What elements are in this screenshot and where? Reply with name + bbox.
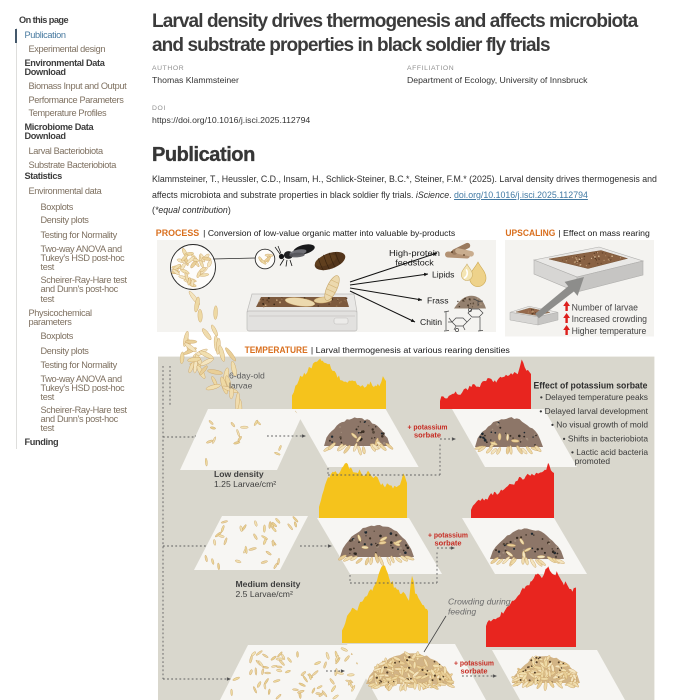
svg-text:Crowding during: Crowding during <box>448 597 511 607</box>
svg-text:1.25 Larvae/cm²: 1.25 Larvae/cm² <box>214 479 276 489</box>
svg-text:Higher temperature: Higher temperature <box>572 326 647 336</box>
svg-text:Lipids: Lipids <box>432 270 454 280</box>
svg-text:| Effect on mass rearing: | Effect on mass rearing <box>558 228 650 238</box>
svg-text:larvae: larvae <box>229 381 253 391</box>
svg-text:+ potassium: + potassium <box>428 531 468 540</box>
svg-text:• Shifts in bacteriobiota: • Shifts in bacteriobiota <box>563 434 649 444</box>
svg-text:Number of larvae: Number of larvae <box>572 302 638 312</box>
svg-text:+ potassium: + potassium <box>454 659 494 668</box>
svg-text:feeding: feeding <box>448 607 476 617</box>
svg-text:6-day-old: 6-day-old <box>229 371 265 381</box>
svg-text:sorbate: sorbate <box>435 539 462 548</box>
svg-text:Chitin: Chitin <box>420 317 442 327</box>
svg-text:Low density: Low density <box>214 469 264 479</box>
svg-text:sorbate: sorbate <box>461 667 488 676</box>
svg-text:TEMPERATURE: TEMPERATURE <box>245 345 308 355</box>
svg-text:Frass: Frass <box>427 296 448 306</box>
svg-text:| Conversion of low-value orga: | Conversion of low-value organic matter… <box>203 228 455 238</box>
svg-text:UPSCALING: UPSCALING <box>505 228 555 238</box>
svg-text:• Lactic acid bacteria: • Lactic acid bacteria <box>571 447 648 457</box>
svg-text:• Delayed larval development: • Delayed larval development <box>539 406 648 416</box>
svg-text:feedstock: feedstock <box>395 258 434 268</box>
svg-text:sorbate: sorbate <box>414 431 441 440</box>
svg-text:+ potassium: + potassium <box>408 423 448 432</box>
svg-text:promoted: promoted <box>575 456 611 466</box>
svg-text:• No visual growth of mold: • No visual growth of mold <box>551 420 648 430</box>
svg-text:• Delayed temperature peaks: • Delayed temperature peaks <box>540 392 648 402</box>
svg-text:PROCESS: PROCESS <box>156 228 199 238</box>
svg-text:| Larval thermogenesis at vari: | Larval thermogenesis at various rearin… <box>311 345 510 355</box>
svg-text:High-protein: High-protein <box>389 248 440 258</box>
svg-text:Increased crowding: Increased crowding <box>572 314 648 324</box>
svg-text:Effect of potassium sorbate: Effect of potassium sorbate <box>534 381 648 391</box>
svg-text:2.5 Larvae/cm²: 2.5 Larvae/cm² <box>236 589 293 599</box>
svg-text:Medium density: Medium density <box>236 579 301 589</box>
